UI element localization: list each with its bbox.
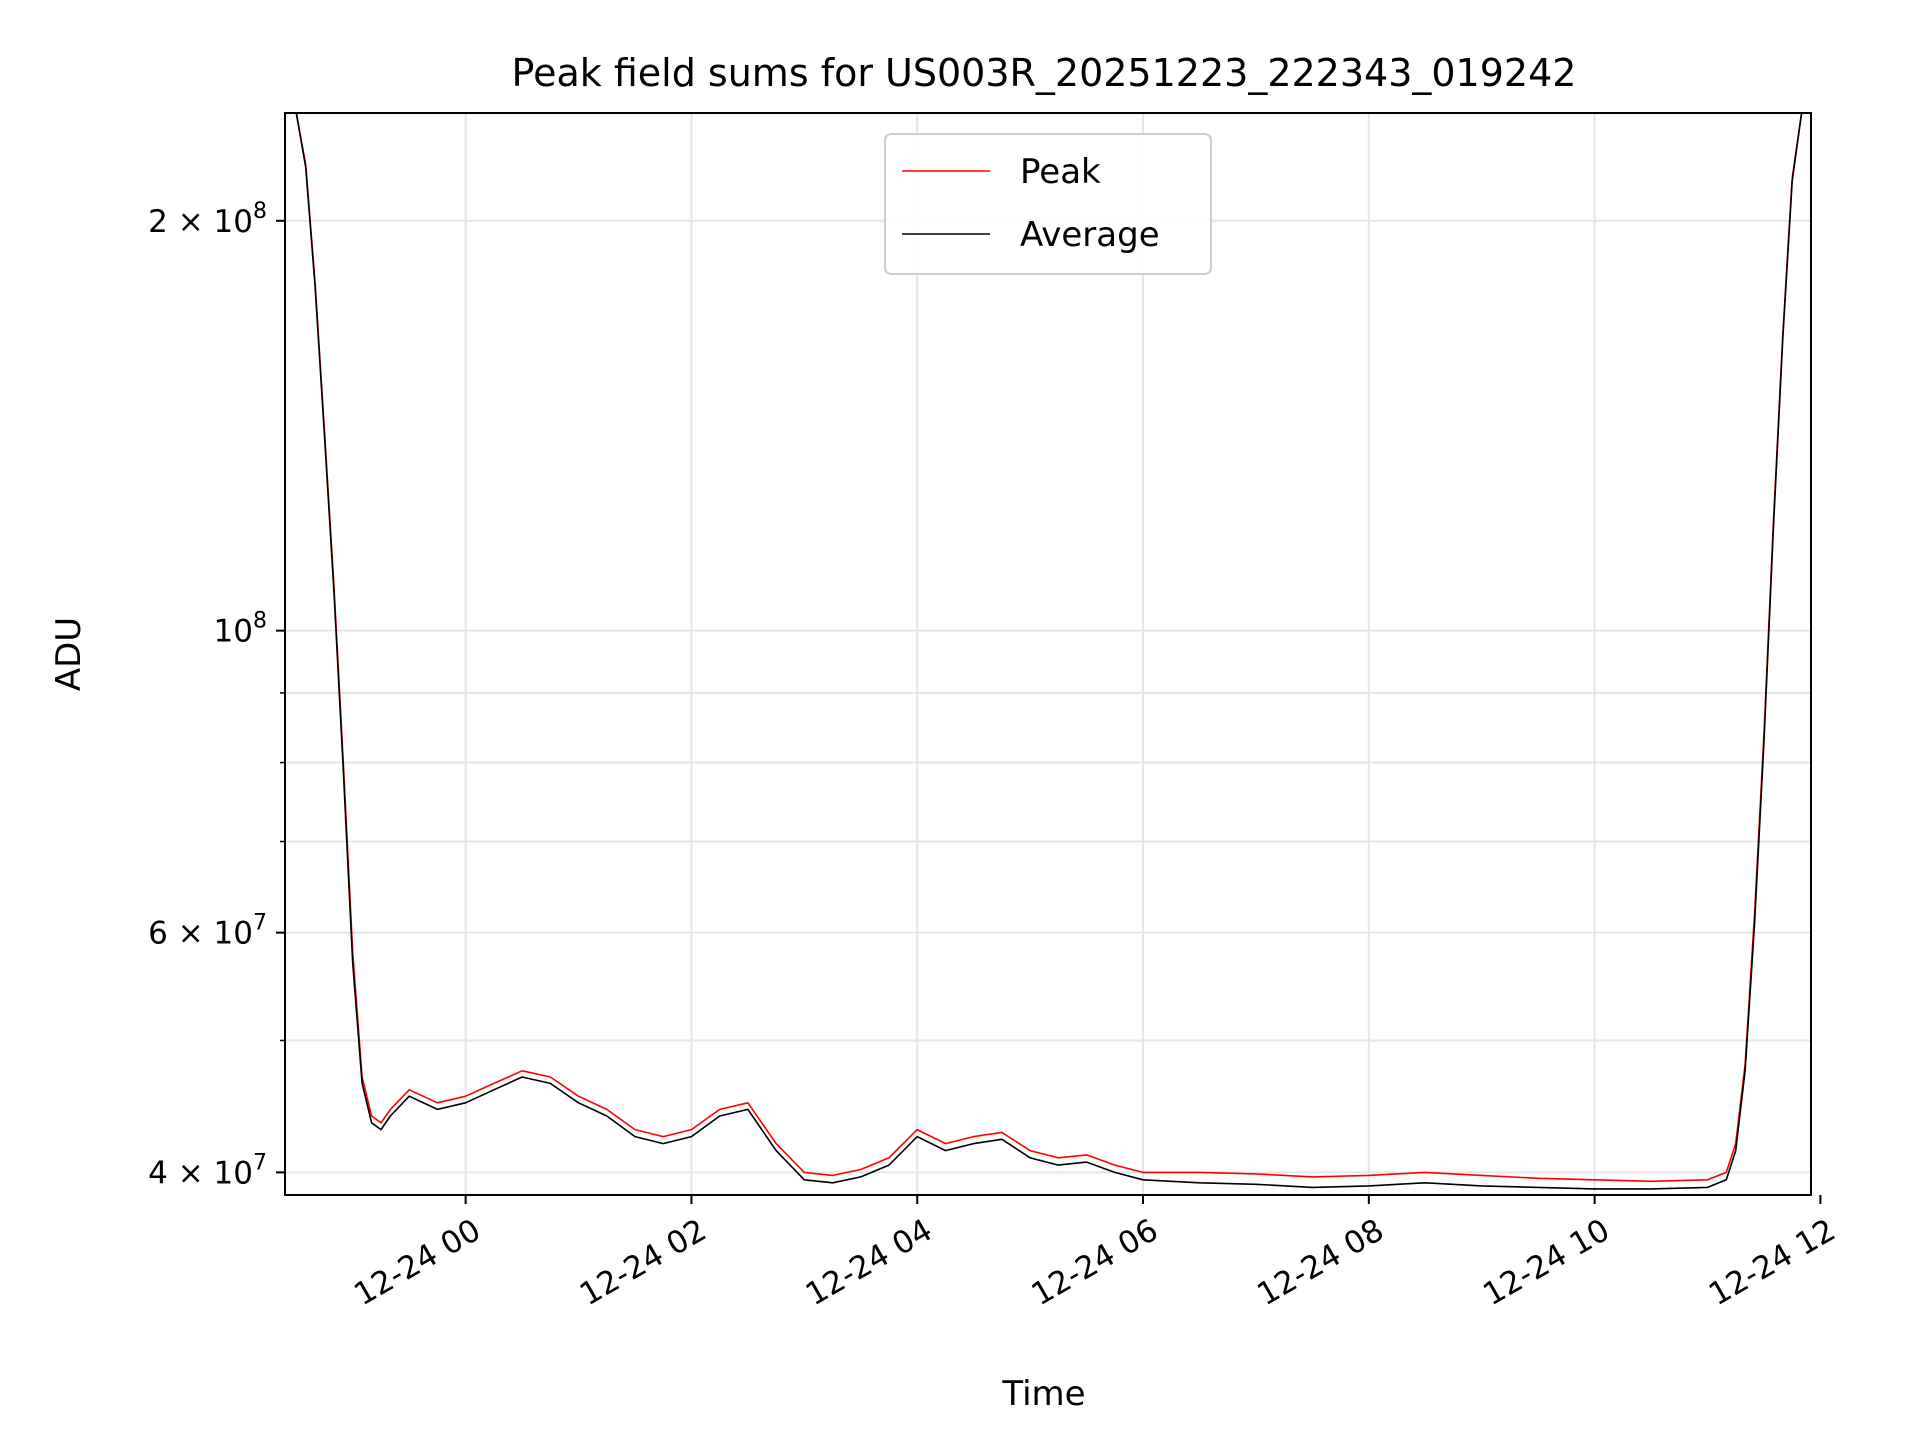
plot-frame	[284, 112, 1812, 1196]
y-tick-label: 2 × 108	[148, 199, 267, 240]
series-line-peak	[285, 113, 1811, 1183]
y-tick-label: 108	[214, 609, 267, 650]
legend-label-average: Average	[1020, 215, 1160, 255]
y-tick-label: 6 × 107	[148, 911, 267, 952]
y-axis-label: ADU	[49, 617, 89, 691]
x-axis-label: Time	[1001, 1374, 1085, 1414]
series-line-average	[285, 113, 1811, 1190]
y-tick-label: 4 × 107	[148, 1150, 267, 1191]
series-layer	[285, 113, 1811, 1190]
legend-box	[884, 133, 1212, 275]
chart-title: Peak field sums for US003R_20251223_2223…	[512, 51, 1577, 95]
legend-label-peak: Peak	[1020, 152, 1101, 192]
legend: Peak Average	[884, 133, 1212, 275]
